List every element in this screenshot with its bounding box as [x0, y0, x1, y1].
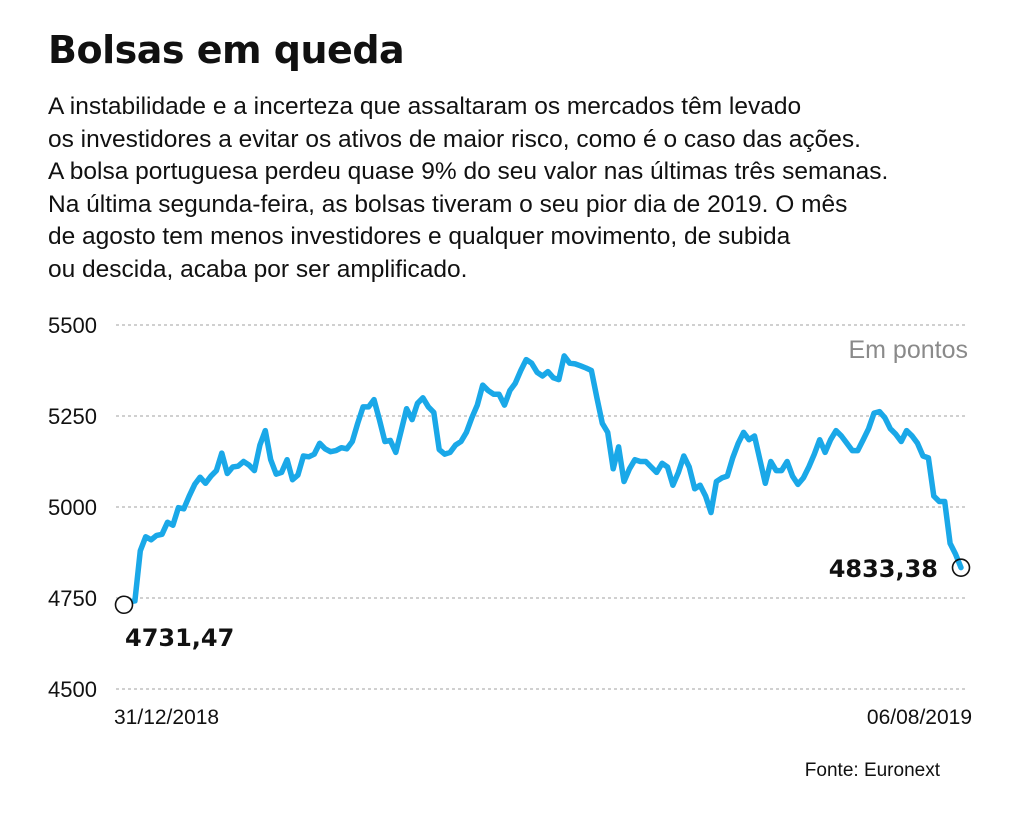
gridlines	[116, 324, 968, 690]
description-line-2: os investidores a evitar os ativos de ma…	[48, 125, 861, 153]
start-value-label: 4731,47	[125, 624, 234, 652]
y-tick-label-4750: 4750	[48, 586, 97, 611]
y-tick-label-4500: 4500	[48, 677, 97, 702]
description-line-6: ou descida, acaba por ser amplificado.	[48, 255, 468, 283]
description-line-4: Na última segunda-feira, as bolsas tiver…	[48, 190, 848, 218]
x-end-date-label: 06/08/2019	[867, 706, 972, 729]
description-line-3: A bolsa portuguesa perdeu quase 9% do se…	[48, 158, 889, 185]
series-line	[121, 353, 964, 608]
unit-label: Em pontos	[848, 336, 968, 364]
description-line-1: A instabilidade e a incerteza que assalt…	[48, 93, 802, 120]
description-line-5: de agosto tem menos investidores e qualq…	[48, 223, 791, 250]
y-axis-tick-labels: 5500 5250 5000 4750 4500	[48, 313, 97, 702]
end-value-label: 4833,38	[829, 555, 938, 583]
source-note: Fonte: Euronext	[804, 760, 940, 781]
y-tick-label-5250: 5250	[48, 404, 97, 429]
start-point-marker	[114, 595, 134, 615]
chart-title: Bolsas em queda	[48, 28, 405, 72]
y-tick-label-5500: 5500	[48, 313, 97, 338]
x-start-date-label: 31/12/2018	[114, 706, 219, 729]
end-point-marker	[951, 558, 971, 577]
y-tick-label-5000: 5000	[48, 495, 97, 520]
chart-description: A instabilidade e a incerteza que assalt…	[48, 91, 998, 286]
